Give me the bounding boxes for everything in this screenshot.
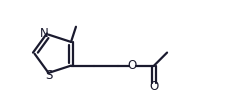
- Text: O: O: [128, 59, 137, 72]
- Text: S: S: [45, 69, 53, 82]
- Text: N: N: [40, 27, 48, 40]
- Text: O: O: [149, 80, 159, 93]
